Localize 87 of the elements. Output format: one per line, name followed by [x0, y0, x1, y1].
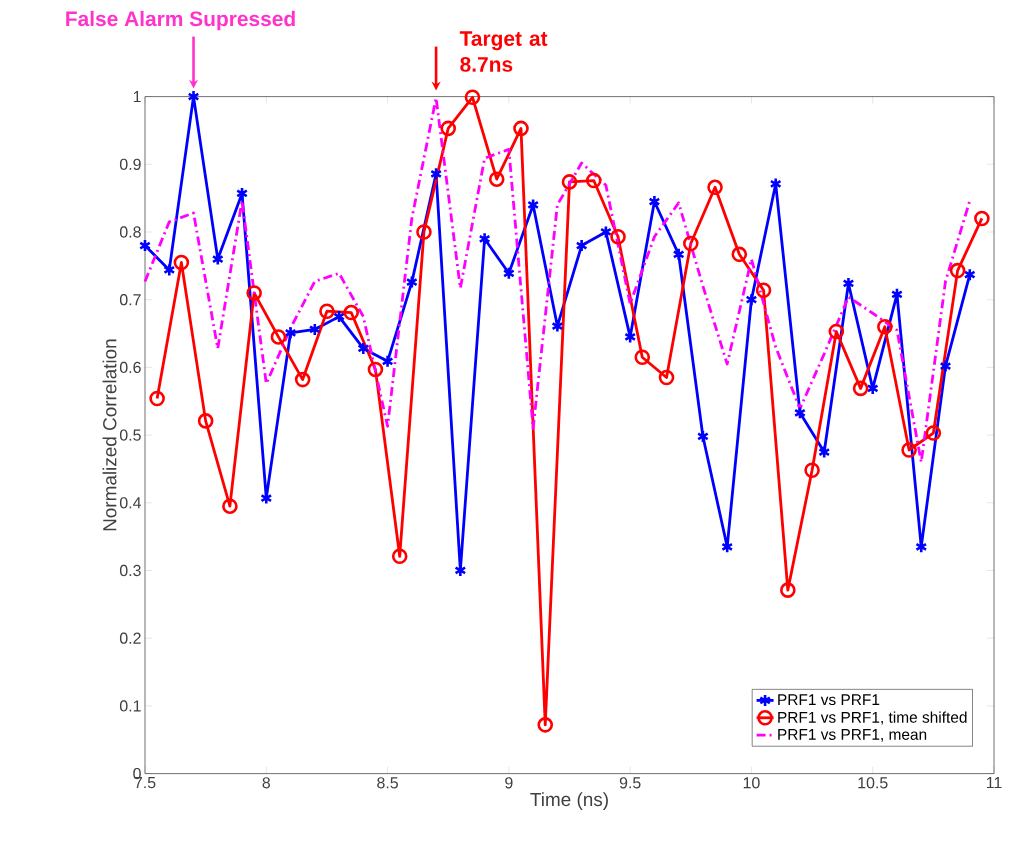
point [284, 326, 297, 340]
point [367, 361, 384, 378]
y-tick-label: 1 [133, 91, 141, 103]
point [648, 194, 661, 209]
point [343, 304, 359, 321]
x-tick-label: 10 [743, 777, 760, 789]
point [707, 179, 723, 196]
y-tick-label: 0.8 [119, 226, 141, 238]
point [561, 174, 578, 190]
point [513, 120, 529, 137]
point [333, 309, 346, 324]
point [575, 238, 588, 253]
point [963, 267, 976, 282]
y-tick-label: 0.1 [119, 700, 141, 712]
point [197, 413, 214, 429]
point [464, 89, 481, 106]
point [599, 225, 612, 239]
point [682, 235, 699, 252]
y-tick-label: 0.9 [119, 158, 141, 170]
point [308, 322, 321, 337]
point [527, 198, 540, 212]
point [478, 231, 491, 246]
line-series [143, 96, 972, 464]
point [925, 425, 942, 441]
x-tick-label: 9.5 [619, 777, 641, 789]
point [270, 329, 287, 345]
y-tick-label: 0.5 [119, 429, 141, 441]
point [149, 390, 165, 407]
point [235, 186, 249, 201]
point [696, 429, 709, 444]
x-tick-label: 9 [505, 777, 513, 789]
point [138, 238, 152, 253]
point [939, 359, 952, 373]
legend-label: PRF1 vs PRF1, time shifted [778, 711, 967, 725]
point [246, 285, 262, 301]
point [222, 498, 238, 514]
point [818, 445, 831, 459]
point [440, 120, 457, 137]
point [319, 303, 335, 319]
point [488, 171, 505, 187]
x-tick-label: 8 [262, 777, 271, 789]
x-tick-label: 11 [986, 777, 1002, 789]
point [537, 717, 554, 733]
x-tick-label: 8.5 [377, 777, 398, 789]
point [804, 462, 820, 479]
y-tick-label: 0.4 [119, 497, 142, 509]
point [877, 318, 893, 335]
point [610, 228, 626, 245]
point [915, 540, 928, 554]
point [634, 349, 651, 366]
point [430, 166, 443, 181]
point [211, 252, 224, 266]
point [163, 263, 176, 277]
point [294, 371, 311, 388]
point [357, 341, 370, 356]
legend-label: PRF1 vs PRF1, mean [778, 729, 927, 742]
point [381, 354, 394, 369]
point [852, 380, 869, 397]
x-tick-label: 10.5 [858, 777, 888, 789]
point [731, 246, 748, 263]
point [502, 266, 515, 281]
point [890, 287, 904, 302]
point [780, 582, 796, 598]
point [901, 442, 917, 458]
y-tick-label: 0.2 [119, 632, 141, 644]
y-tick-label: 0.3 [119, 564, 141, 577]
point [755, 282, 772, 299]
point [745, 292, 758, 307]
point [672, 247, 685, 262]
point [173, 254, 190, 271]
point [949, 262, 966, 279]
point [658, 369, 675, 386]
y-axis-title: Normalized Correlation [102, 339, 117, 531]
x-axis-title: Time (ns) [530, 792, 608, 810]
y-tick-label: 0.6 [119, 361, 141, 374]
legend-label: PRF1 vs PRF1 [778, 694, 880, 706]
point [585, 172, 602, 189]
point [416, 224, 432, 240]
text: False Alarm Supressed [66, 10, 295, 31]
point [391, 548, 408, 565]
point [828, 323, 845, 340]
y-tick-label: 0.7 [119, 294, 141, 306]
point [974, 210, 990, 227]
point [405, 275, 418, 289]
annotation: Target at 8.7ns [459, 31, 548, 72]
point [793, 405, 807, 420]
x-tick-label: 7.5 [134, 777, 156, 789]
